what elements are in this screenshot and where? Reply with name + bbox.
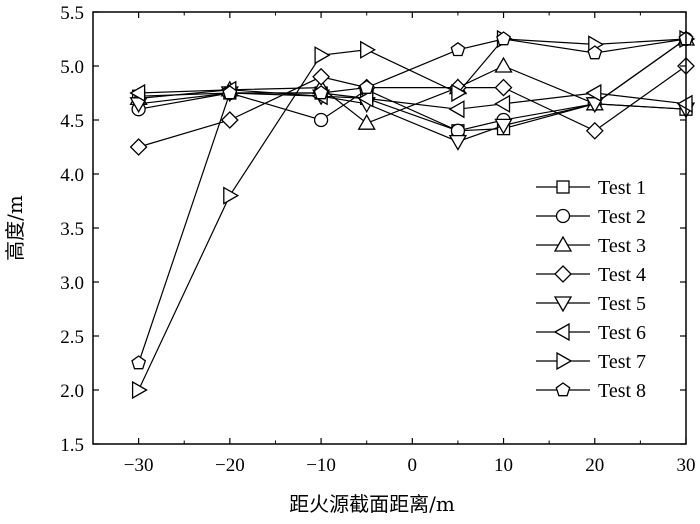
- data-point: [585, 121, 604, 140]
- data-point: [313, 85, 329, 100]
- legend-label: Test 3: [598, 235, 646, 257]
- x-axis-label: 距火源截面距离/m: [289, 492, 455, 516]
- data-point: [314, 46, 331, 65]
- legend-item: Test 3: [536, 235, 646, 257]
- series-line: [138, 38, 687, 391]
- series-8: [131, 31, 694, 370]
- x-tick-label: −10: [306, 455, 336, 476]
- legend-item: Test 4: [536, 264, 646, 286]
- legend-marker: [555, 382, 571, 397]
- data-point: [129, 138, 148, 156]
- series-line: [138, 92, 687, 132]
- y-tick-label: 4.0: [60, 165, 84, 186]
- axis-ticks: −30 −20 −10 0 10 20 30 1.5 2.0 2.5 3.0 3.5 4.0 4.5 5.0…: [60, 3, 695, 476]
- series-line: [138, 38, 687, 132]
- legend-label: Test 7: [598, 351, 646, 373]
- legend-label: Test 2: [598, 206, 646, 228]
- y-tick-label: 2.0: [60, 381, 84, 402]
- legend-label: Test 4: [598, 264, 646, 286]
- series-layer: [129, 29, 696, 400]
- legend-label: Test 1: [598, 177, 646, 199]
- data-point: [357, 113, 376, 130]
- legend-marker: [553, 235, 573, 252]
- legend-item: Test 7: [536, 351, 646, 373]
- data-point: [451, 83, 468, 103]
- series-4: [129, 57, 695, 156]
- series-line: [138, 89, 687, 110]
- data-point: [360, 40, 377, 59]
- series-line: [138, 38, 687, 364]
- data-point: [359, 79, 375, 94]
- data-point: [587, 45, 603, 60]
- data-point: [129, 83, 146, 103]
- data-point: [448, 134, 468, 151]
- x-tick-label: 0: [408, 455, 418, 476]
- y-tick-label: 1.5: [60, 435, 84, 456]
- data-point: [131, 355, 147, 370]
- data-point: [494, 56, 513, 73]
- data-point: [220, 111, 239, 129]
- y-axis-label: 高度/m: [3, 195, 27, 261]
- legend-marker: [556, 351, 573, 371]
- y-tick-label: 5.0: [60, 57, 84, 78]
- data-point: [223, 186, 240, 205]
- y-tick-label: 3.5: [60, 219, 84, 240]
- x-tick-label: −30: [124, 455, 154, 476]
- data-point: [131, 380, 148, 400]
- legend-label: Test 5: [598, 293, 646, 315]
- legend-marker: [556, 180, 570, 194]
- series-line: [138, 65, 687, 148]
- legend: Test 1 Test 2 Test 3 Test 4 Test 5 Test 6 Test…: [536, 177, 646, 402]
- x-tick-label: 30: [677, 455, 696, 476]
- y-tick-label: 4.5: [60, 111, 84, 132]
- data-point: [676, 94, 693, 113]
- data-point: [450, 41, 466, 57]
- x-tick-label: −20: [215, 455, 245, 476]
- data-point: [313, 112, 329, 128]
- data-point: [222, 85, 238, 100]
- legend-marker: [553, 296, 573, 313]
- x-tick-label: 10: [494, 455, 513, 476]
- data-point: [496, 31, 511, 46]
- data-point: [494, 118, 513, 135]
- series-line: [138, 38, 687, 124]
- legend-marker: [555, 208, 571, 224]
- data-point: [585, 83, 602, 103]
- data-point: [494, 78, 513, 97]
- legend-item: Test 8: [536, 380, 646, 402]
- series-line: [138, 92, 687, 143]
- legend-marker: [553, 322, 570, 342]
- legend-item: Test 2: [536, 206, 646, 228]
- series-5: [129, 86, 696, 151]
- data-point: [494, 94, 511, 113]
- data-point: [448, 100, 465, 119]
- legend-item: Test 6: [536, 322, 646, 344]
- legend-label: Test 6: [598, 322, 646, 344]
- legend-marker: [554, 265, 572, 283]
- data-point: [312, 67, 331, 86]
- y-tick-label: 2.5: [60, 327, 84, 348]
- legend-item: Test 1: [536, 177, 646, 199]
- legend-label: Test 8: [598, 380, 646, 402]
- y-tick-label: 5.5: [60, 3, 84, 24]
- legend-item: Test 5: [536, 293, 646, 315]
- x-tick-label: 20: [585, 455, 604, 476]
- y-tick-label: 3.0: [60, 273, 84, 294]
- data-point: [357, 89, 374, 108]
